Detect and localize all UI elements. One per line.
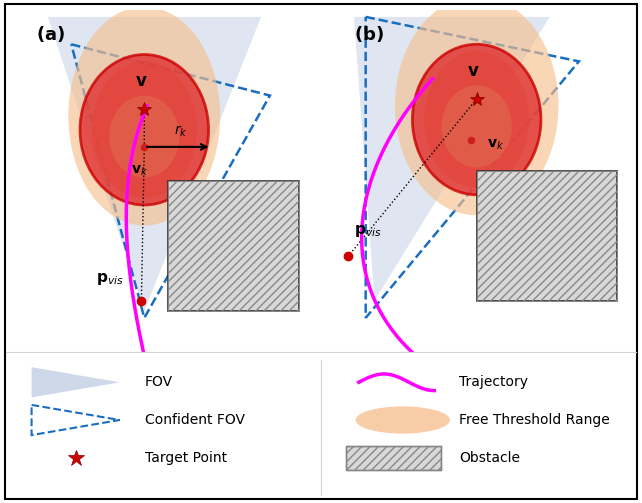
Text: $\mathbf{(a)}$: $\mathbf{(a)}$ [36, 24, 65, 44]
Text: $\mathbf{p}_{vis}$: $\mathbf{p}_{vis}$ [96, 271, 124, 287]
Text: $\mathbf{v}_k$: $\mathbf{v}_k$ [132, 164, 148, 179]
Text: $r_k$: $r_k$ [174, 124, 187, 139]
Ellipse shape [92, 61, 197, 198]
Bar [476, 171, 617, 301]
Text: Target Point: Target Point [145, 451, 227, 465]
Ellipse shape [442, 86, 512, 167]
Text: Confident FOV: Confident FOV [145, 413, 245, 427]
Ellipse shape [109, 96, 179, 178]
Bar [346, 446, 440, 470]
Ellipse shape [424, 51, 529, 188]
Text: $\mathbf{p}_{vis}$: $\mathbf{p}_{vis}$ [354, 223, 381, 239]
Text: $\mathbf{v}$: $\mathbf{v}$ [135, 72, 148, 91]
Polygon shape [48, 17, 261, 311]
Ellipse shape [80, 54, 209, 205]
Bar [168, 181, 299, 311]
Bar [476, 171, 617, 301]
Bar [168, 181, 299, 311]
Text: $\mathbf{v}$: $\mathbf{v}$ [467, 62, 480, 80]
Bar [346, 446, 440, 470]
Text: $\mathbf{(b)}$: $\mathbf{(b)}$ [354, 24, 384, 44]
Polygon shape [354, 17, 550, 301]
Text: Free Threshold Range: Free Threshold Range [460, 413, 610, 427]
Text: Trajectory: Trajectory [460, 375, 528, 389]
Ellipse shape [395, 0, 559, 215]
Text: FOV: FOV [145, 375, 173, 389]
Text: Obstacle: Obstacle [460, 451, 521, 465]
Polygon shape [31, 367, 119, 397]
Text: $\mathbf{v}_k$: $\mathbf{v}_k$ [487, 138, 504, 152]
Ellipse shape [412, 44, 541, 195]
Ellipse shape [356, 406, 450, 434]
Ellipse shape [68, 7, 220, 225]
